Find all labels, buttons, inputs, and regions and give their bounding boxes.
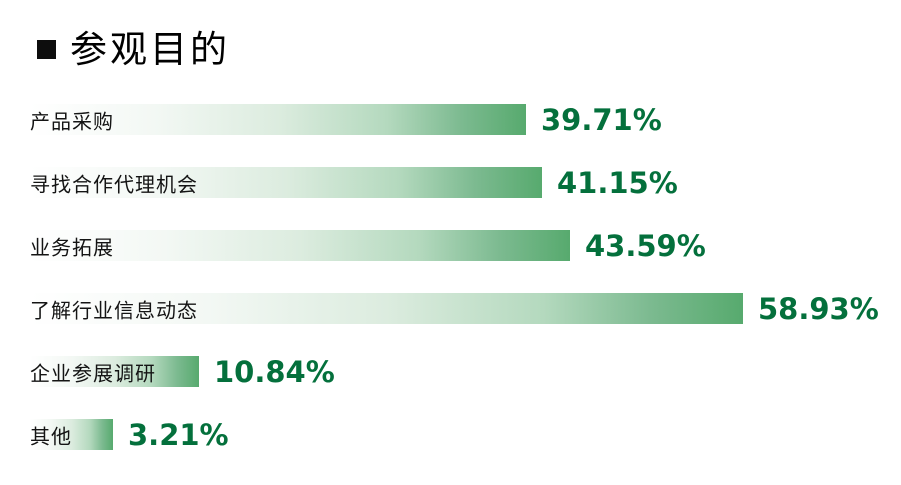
bar-row: 其他 3.21% — [0, 403, 901, 466]
value-label: 39.71% — [541, 102, 662, 137]
value-label: 41.15% — [557, 165, 678, 200]
category-label: 产品采购 — [30, 109, 114, 133]
chart-header: 参观目的 — [37, 31, 230, 68]
bar-row: 了解行业信息动态 58.93% — [0, 277, 901, 340]
bar — [30, 104, 526, 135]
value-label: 3.21% — [128, 417, 229, 452]
bar — [30, 167, 542, 198]
bar-row: 企业参展调研 10.84% — [0, 340, 901, 403]
bar — [30, 293, 743, 324]
bar-row: 寻找合作代理机会 41.15% — [0, 151, 901, 214]
bar-row: 业务拓展 43.59% — [0, 214, 901, 277]
category-label: 企业参展调研 — [30, 361, 156, 385]
value-label: 58.93% — [758, 291, 879, 326]
category-label: 业务拓展 — [30, 235, 114, 259]
category-label: 寻找合作代理机会 — [30, 172, 198, 196]
bar — [30, 356, 199, 387]
chart-title: 参观目的 — [70, 28, 230, 71]
category-label: 了解行业信息动态 — [30, 298, 198, 322]
bar-rows: 产品采购 39.71% 寻找合作代理机会 41.15% 业务拓展 43.59% … — [0, 88, 901, 466]
bar — [30, 230, 570, 261]
category-label: 其他 — [30, 424, 72, 448]
value-label: 43.59% — [585, 228, 706, 263]
bar-row: 产品采购 39.71% — [0, 88, 901, 151]
bar — [30, 419, 113, 450]
square-bullet-icon — [37, 40, 56, 59]
value-label: 10.84% — [214, 354, 335, 389]
